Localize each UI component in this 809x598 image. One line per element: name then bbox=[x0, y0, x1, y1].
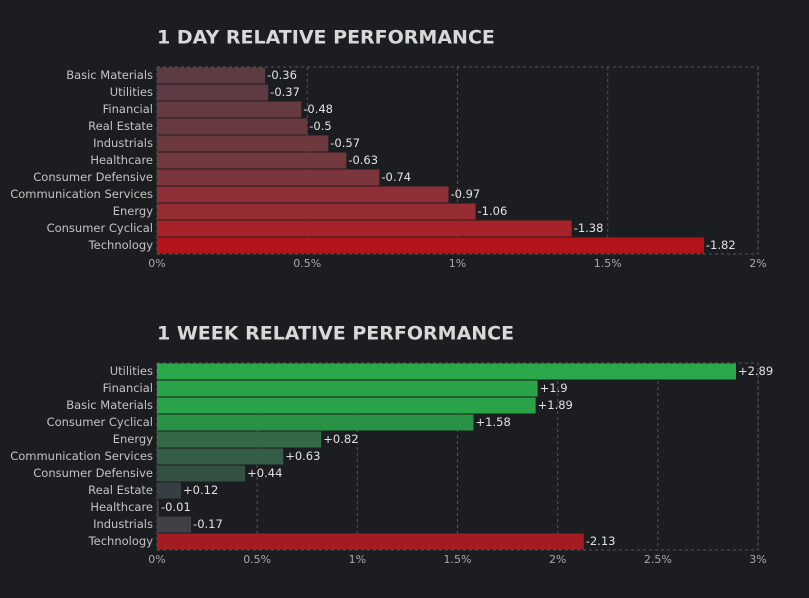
bar bbox=[157, 169, 380, 186]
x-tick-label: 2% bbox=[549, 553, 566, 566]
value-label: -1.82 bbox=[706, 238, 736, 252]
value-label: -0.57 bbox=[330, 136, 360, 150]
value-label: -1.06 bbox=[478, 204, 508, 218]
bar bbox=[157, 186, 449, 203]
y-tick-label: Consumer Cyclical bbox=[47, 221, 153, 235]
chart-title: 1 DAY RELATIVE PERFORMANCE bbox=[157, 27, 495, 49]
y-tick-label: Technology bbox=[88, 238, 154, 252]
y-tick-label: Healthcare bbox=[90, 153, 153, 167]
value-label: -2.13 bbox=[586, 534, 616, 548]
bar bbox=[157, 533, 584, 550]
bar bbox=[157, 414, 474, 431]
x-tick-label: 0% bbox=[148, 257, 165, 270]
x-tick-label: 0% bbox=[148, 553, 165, 566]
y-tick-label: Consumer Cyclical bbox=[47, 415, 153, 429]
bar bbox=[157, 84, 269, 101]
value-label: +0.12 bbox=[183, 483, 218, 497]
y-tick-label: Real Estate bbox=[88, 483, 153, 497]
bar bbox=[157, 135, 329, 152]
y-tick-label: Real Estate bbox=[88, 119, 153, 133]
bar bbox=[157, 67, 266, 84]
value-label: +0.63 bbox=[285, 449, 320, 463]
bar bbox=[157, 499, 160, 516]
bar bbox=[157, 237, 704, 254]
value-label: +1.9 bbox=[540, 381, 568, 395]
bar bbox=[157, 152, 347, 169]
value-label: +0.82 bbox=[323, 432, 358, 446]
y-tick-label: Consumer Defensive bbox=[33, 170, 153, 184]
y-tick-label: Technology bbox=[88, 534, 154, 548]
bar bbox=[157, 203, 476, 220]
value-label: -0.37 bbox=[270, 85, 300, 99]
value-label: -0.01 bbox=[161, 500, 191, 514]
bar bbox=[157, 431, 322, 448]
x-tick-label: 0.5% bbox=[243, 553, 271, 566]
value-label: +1.58 bbox=[476, 415, 511, 429]
y-tick-label: Utilities bbox=[110, 85, 153, 99]
x-tick-label: 1.5% bbox=[444, 553, 472, 566]
x-tick-label: 0.5% bbox=[293, 257, 321, 270]
bar bbox=[157, 516, 192, 533]
chart-title: 1 WEEK RELATIVE PERFORMANCE bbox=[157, 323, 514, 345]
x-tick-label: 2% bbox=[749, 257, 766, 270]
y-tick-label: Industrials bbox=[93, 517, 153, 531]
value-label: -0.74 bbox=[381, 170, 411, 184]
y-tick-label: Basic Materials bbox=[66, 398, 153, 412]
value-label: +1.89 bbox=[538, 398, 573, 412]
value-label: -1.38 bbox=[574, 221, 604, 235]
y-tick-label: Industrials bbox=[93, 136, 153, 150]
y-tick-label: Energy bbox=[113, 432, 153, 446]
y-tick-label: Communication Services bbox=[10, 449, 153, 463]
x-tick-label: 3% bbox=[749, 553, 766, 566]
y-tick-label: Financial bbox=[103, 102, 153, 116]
value-label: -0.5 bbox=[309, 119, 331, 133]
x-tick-label: 2.5% bbox=[644, 553, 672, 566]
y-tick-label: Energy bbox=[113, 204, 153, 218]
bar bbox=[157, 397, 536, 414]
bar bbox=[157, 118, 308, 135]
x-tick-label: 1% bbox=[449, 257, 466, 270]
y-tick-label: Consumer Defensive bbox=[33, 466, 153, 480]
value-label: -0.97 bbox=[450, 187, 480, 201]
bar bbox=[157, 448, 284, 465]
value-label: -0.17 bbox=[193, 517, 223, 531]
bar bbox=[157, 380, 538, 397]
bar bbox=[157, 465, 246, 482]
x-tick-label: 1.5% bbox=[594, 257, 622, 270]
value-label: +2.89 bbox=[738, 364, 773, 378]
bar bbox=[157, 101, 302, 118]
y-tick-label: Financial bbox=[103, 381, 153, 395]
x-tick-label: 1% bbox=[349, 553, 366, 566]
value-label: -0.48 bbox=[303, 102, 333, 116]
bar bbox=[157, 482, 182, 499]
y-tick-label: Utilities bbox=[110, 364, 153, 378]
bar bbox=[157, 363, 736, 380]
value-label: -0.36 bbox=[267, 68, 297, 82]
y-tick-label: Communication Services bbox=[10, 187, 153, 201]
y-tick-label: Basic Materials bbox=[66, 68, 153, 82]
value-label: -0.63 bbox=[348, 153, 378, 167]
bar bbox=[157, 220, 572, 237]
value-label: +0.44 bbox=[247, 466, 282, 480]
y-tick-label: Healthcare bbox=[90, 500, 153, 514]
